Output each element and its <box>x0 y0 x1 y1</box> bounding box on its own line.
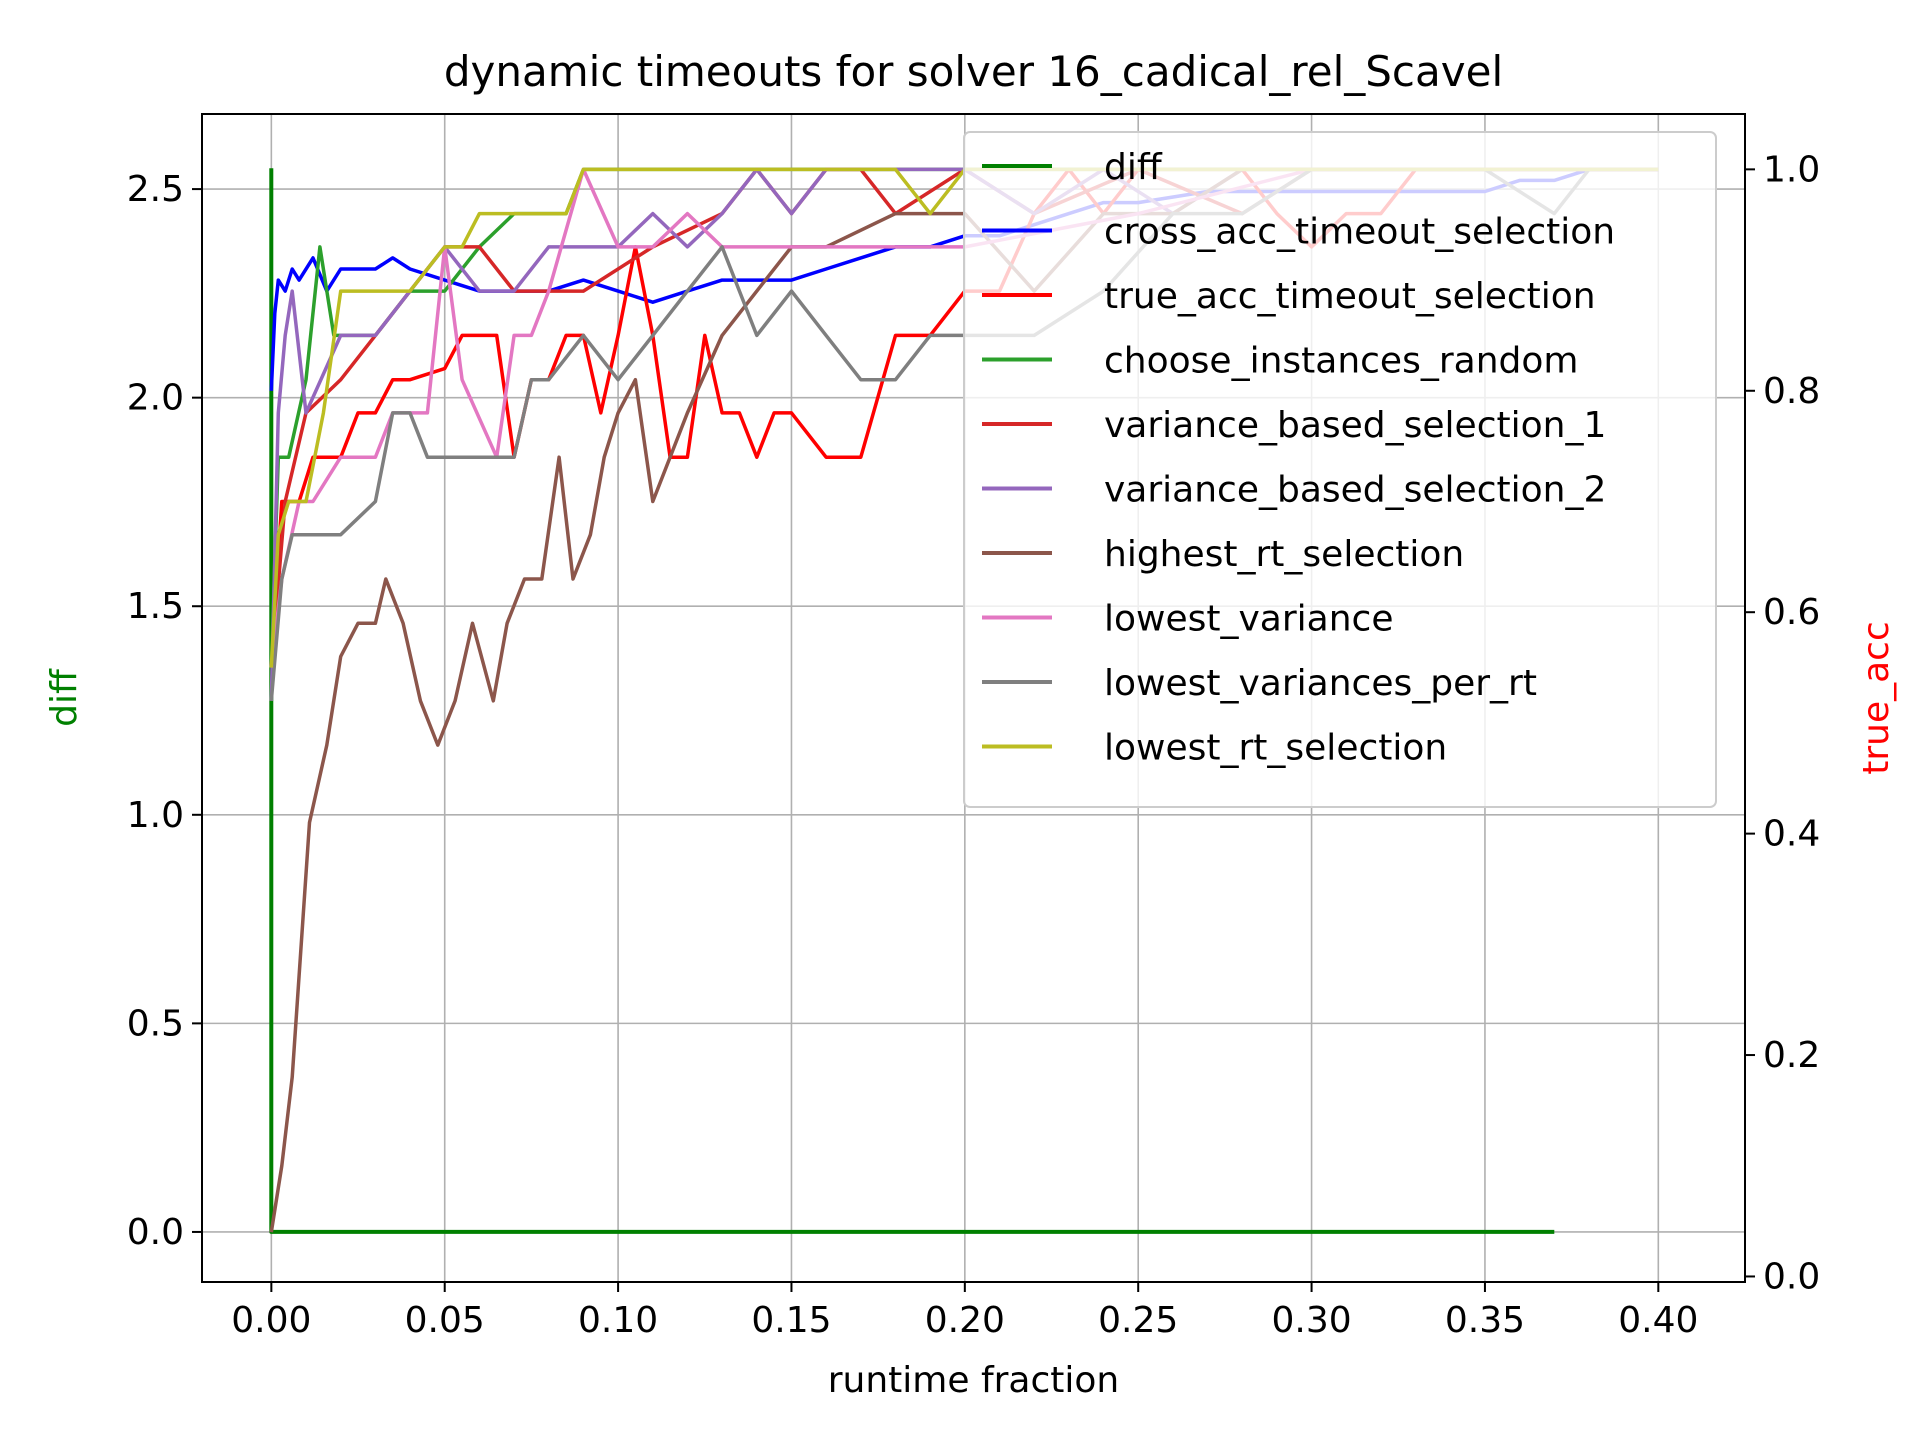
legend-label: cross_acc_timeout_selection <box>1104 212 1615 253</box>
chart-title: dynamic timeouts for solver 16_cadical_r… <box>444 47 1503 96</box>
x-tick-label: 0.35 <box>1445 1300 1525 1341</box>
y-right-tick-label: 0.2 <box>1763 1035 1820 1076</box>
y-left-axis-title: diff <box>44 668 85 727</box>
y-left-tick-label: 0.5 <box>127 1003 184 1044</box>
x-tick-label: 0.25 <box>1098 1300 1178 1341</box>
ticks-layer: 0.00 0.05 0.10 0.15 0.20 0.25 0.30 0.35 0.40 0.0 0… <box>127 149 1821 1341</box>
legend-label: lowest_variances_per_rt <box>1104 663 1537 704</box>
y-right-tick-label: 0.0 <box>1763 1256 1820 1297</box>
x-axis-title: runtime fraction <box>828 1360 1120 1401</box>
legend-label: lowest_rt_selection <box>1104 728 1447 769</box>
y-right-tick-label: 1.0 <box>1763 149 1820 190</box>
x-tick-label: 0.10 <box>578 1300 658 1341</box>
x-tick-label: 0.40 <box>1618 1300 1698 1341</box>
legend-label: diff <box>1104 147 1163 188</box>
y-right-tick-label: 0.4 <box>1763 814 1820 855</box>
y-left-tick-label: 2.0 <box>127 378 184 419</box>
x-tick-label: 0.00 <box>231 1300 311 1341</box>
legend-label: variance_based_selection_1 <box>1104 405 1606 446</box>
legend-label: variance_based_selection_2 <box>1104 470 1606 511</box>
legend-label: highest_rt_selection <box>1104 534 1464 575</box>
plot-frame <box>201 113 1746 1283</box>
x-tick-label: 0.05 <box>405 1300 485 1341</box>
y-left-tick-label: 0.0 <box>127 1212 184 1253</box>
legend: diff cross_acc_timeout_selection true_acc_… <box>963 131 1717 808</box>
y-left-tick-label: 1.5 <box>127 586 184 627</box>
x-tick-label: 0.15 <box>751 1300 831 1341</box>
y-right-tick-label: 0.6 <box>1763 592 1820 633</box>
y-left-tick-label: 1.0 <box>127 795 184 836</box>
x-tick-label: 0.20 <box>925 1300 1005 1341</box>
series-line-diff <box>269 168 1555 1234</box>
y-left-tick-label: 2.5 <box>127 169 184 210</box>
legend-label: lowest_variance <box>1104 599 1393 640</box>
legend-box <box>963 131 1717 808</box>
legend-label: choose_instances_random <box>1104 341 1578 382</box>
y-right-axis-title: true_acc <box>1856 621 1897 775</box>
legend-label: true_acc_timeout_selection <box>1104 276 1596 317</box>
x-tick-label: 0.30 <box>1271 1300 1351 1341</box>
y-right-tick-label: 0.8 <box>1763 371 1820 412</box>
